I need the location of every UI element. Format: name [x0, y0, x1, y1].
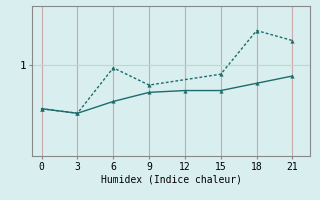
X-axis label: Humidex (Indice chaleur): Humidex (Indice chaleur): [101, 174, 242, 184]
